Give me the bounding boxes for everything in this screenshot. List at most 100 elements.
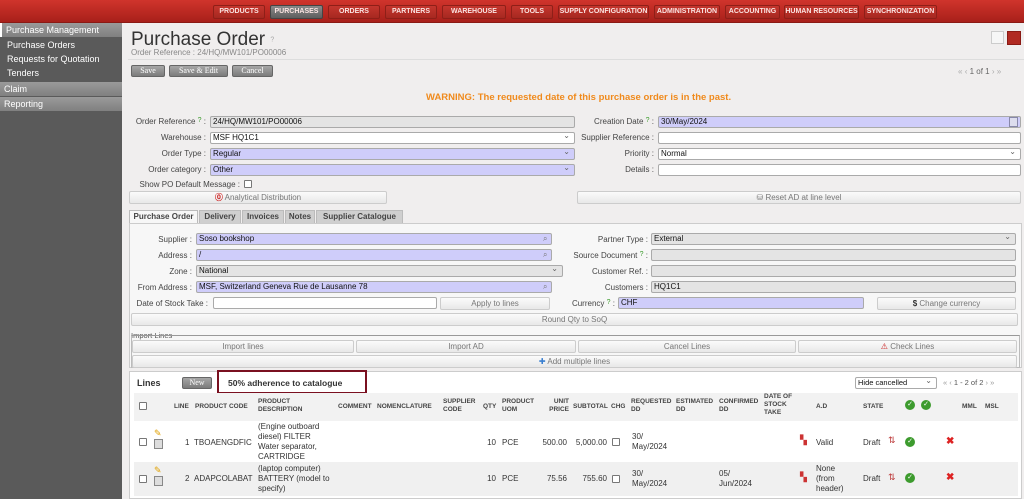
- tab-purchase-order[interactable]: Purchase Order: [129, 210, 198, 224]
- nav-supply-configuration[interactable]: SUPPLY CONFIGURATION: [558, 5, 649, 19]
- import-ad-button[interactable]: Import AD: [356, 340, 576, 353]
- order-category-select[interactable]: Other: [210, 163, 575, 176]
- document-icon[interactable]: [154, 476, 163, 486]
- check-lines-button[interactable]: ⚠ Check Lines: [798, 340, 1017, 353]
- delete-icon[interactable]: ✖: [946, 472, 955, 483]
- analytic-distribution-icon[interactable]: ▚: [800, 472, 807, 482]
- date-stock-take-field[interactable]: [213, 297, 437, 309]
- nav-orders[interactable]: ORDERS: [328, 5, 380, 19]
- add-multiple-lines-button[interactable]: ✚ Add multiple lines: [132, 355, 1017, 368]
- sidebar-item-purchase-orders[interactable]: Purchase Orders: [7, 40, 76, 50]
- analytic-distribution-icon[interactable]: ▚: [800, 435, 807, 445]
- reset-ad-button[interactable]: ⛁ Reset AD at line level: [577, 191, 1021, 204]
- select-all-checkbox[interactable]: [139, 402, 147, 410]
- analytical-distribution-button[interactable]: ⓪ Analytical Distribution: [129, 191, 387, 204]
- tab-delivery[interactable]: Delivery: [199, 210, 241, 224]
- supplier-field[interactable]: Soso bookshop: [196, 233, 552, 245]
- customers-field[interactable]: HQ1C1: [651, 281, 1016, 293]
- change-currency-button[interactable]: $ Change currency: [877, 297, 1016, 310]
- nav-synchronization[interactable]: SYNCHRONIZATION: [864, 5, 937, 19]
- col-ad: A.D: [816, 403, 828, 410]
- row-stripe: [134, 462, 1018, 496]
- sidebar-section-reporting[interactable]: Reporting: [0, 97, 122, 111]
- validate-all-icon[interactable]: ✓: [921, 400, 931, 410]
- creation-date-field[interactable]: 30/May/2024: [658, 116, 1021, 128]
- sidebar-item-rfq[interactable]: Requests for Quotation: [7, 54, 100, 64]
- save-button[interactable]: Save: [131, 65, 165, 77]
- help-icon[interactable]: ?: [197, 117, 202, 124]
- tab-notes[interactable]: Notes: [285, 210, 315, 224]
- sidebar-section-purchase-management[interactable]: Purchase Management: [0, 23, 122, 37]
- tab-invoices[interactable]: Invoices: [242, 210, 284, 224]
- partner-type-select[interactable]: External: [651, 232, 1016, 245]
- hide-cancelled-filter[interactable]: Hide cancelled: [855, 376, 937, 389]
- sidebar-item-tenders[interactable]: Tenders: [7, 68, 40, 78]
- col-qty: QTY: [483, 403, 497, 410]
- nav-warehouse[interactable]: WAREHOUSE: [442, 5, 506, 19]
- apply-to-lines-button[interactable]: Apply to lines: [440, 297, 550, 310]
- confirm-all-icon[interactable]: ✓: [905, 400, 915, 410]
- zone-select[interactable]: National: [196, 264, 563, 277]
- cancel-lines-button[interactable]: Cancel Lines: [578, 340, 796, 353]
- nav-tools[interactable]: TOOLS: [511, 5, 553, 19]
- list-view-icon[interactable]: [991, 31, 1004, 44]
- nav-purchases[interactable]: PURCHASES: [270, 5, 323, 19]
- search-icon[interactable]: ⌕: [543, 234, 548, 243]
- last-page-icon[interactable]: »: [996, 67, 1002, 76]
- col-nomenclature: NOMENCLATURE: [377, 403, 432, 410]
- first-page-icon[interactable]: «: [958, 67, 963, 76]
- source-document-field[interactable]: [651, 249, 1016, 261]
- document-icon[interactable]: [154, 439, 163, 449]
- row-checkbox[interactable]: [139, 438, 147, 446]
- nav-administration[interactable]: ADMINISTRATION: [654, 5, 720, 19]
- row-checkbox[interactable]: [139, 475, 147, 483]
- cell-product-code: TBOAENGDFIC: [194, 438, 252, 447]
- edit-icon[interactable]: ✎: [154, 465, 162, 475]
- search-icon[interactable]: ⌕: [543, 282, 548, 291]
- nav-accounting[interactable]: ACCOUNTING: [725, 5, 780, 19]
- chg-checkbox[interactable]: [612, 438, 620, 446]
- divider: [128, 59, 1024, 60]
- warehouse-select[interactable]: MSF HQ1C1: [210, 131, 575, 144]
- split-line-icon[interactable]: ⇅: [888, 435, 896, 445]
- confirm-line-icon[interactable]: ✓: [905, 437, 915, 447]
- details-field[interactable]: [658, 164, 1021, 176]
- supplier-reference-label: Supplier Reference :: [581, 133, 654, 142]
- round-qty-button[interactable]: Round Qty to SoQ: [131, 313, 1018, 326]
- save-edit-button[interactable]: Save & Edit: [169, 65, 228, 77]
- sidebar-section-claim[interactable]: Claim: [0, 82, 122, 96]
- tab-supplier-catalogue[interactable]: Supplier Catalogue: [316, 210, 403, 224]
- import-lines-button[interactable]: Import lines: [132, 340, 354, 353]
- chg-checkbox[interactable]: [612, 475, 620, 483]
- new-line-button[interactable]: New: [182, 377, 212, 389]
- next-page-icon[interactable]: ›: [991, 67, 995, 76]
- order-reference-field[interactable]: 24/HQ/MW101/PO00006: [210, 116, 575, 128]
- help-icon[interactable]: ?: [645, 117, 650, 124]
- show-po-message-checkbox[interactable]: [244, 180, 252, 188]
- cell-ad: Valid: [816, 438, 834, 447]
- edit-icon[interactable]: ✎: [154, 428, 162, 438]
- from-address-field[interactable]: MSF, Switzerland Geneva Rue de Lausanne …: [196, 281, 552, 293]
- currency-field[interactable]: CHF: [618, 297, 864, 309]
- form-view-icon[interactable]: [1007, 31, 1021, 45]
- help-icon[interactable]: ?: [606, 299, 611, 306]
- order-type-select[interactable]: Regular: [210, 147, 575, 160]
- confirm-line-icon[interactable]: ✓: [905, 473, 915, 483]
- lines-title: Lines: [137, 378, 161, 388]
- prev-page-icon[interactable]: ‹: [964, 67, 968, 76]
- nav-partners[interactable]: PARTNERS: [385, 5, 437, 19]
- priority-select[interactable]: Normal: [658, 147, 1021, 160]
- delete-icon[interactable]: ✖: [946, 436, 955, 447]
- calendar-icon[interactable]: [1009, 117, 1018, 127]
- priority-label: Priority :: [624, 149, 654, 158]
- search-icon[interactable]: ⌕: [543, 250, 548, 259]
- supplier-reference-field[interactable]: [658, 132, 1021, 144]
- help-icon[interactable]: ?: [639, 251, 644, 258]
- nav-human-resources[interactable]: HUMAN RESOURCES: [784, 5, 859, 19]
- cancel-button[interactable]: Cancel: [232, 65, 273, 77]
- split-line-icon[interactable]: ⇅: [888, 472, 896, 482]
- nav-products[interactable]: PRODUCTS: [213, 5, 265, 19]
- help-icon[interactable]: ?: [270, 36, 275, 44]
- customer-ref-field[interactable]: [651, 265, 1016, 277]
- address-field[interactable]: /: [196, 249, 552, 261]
